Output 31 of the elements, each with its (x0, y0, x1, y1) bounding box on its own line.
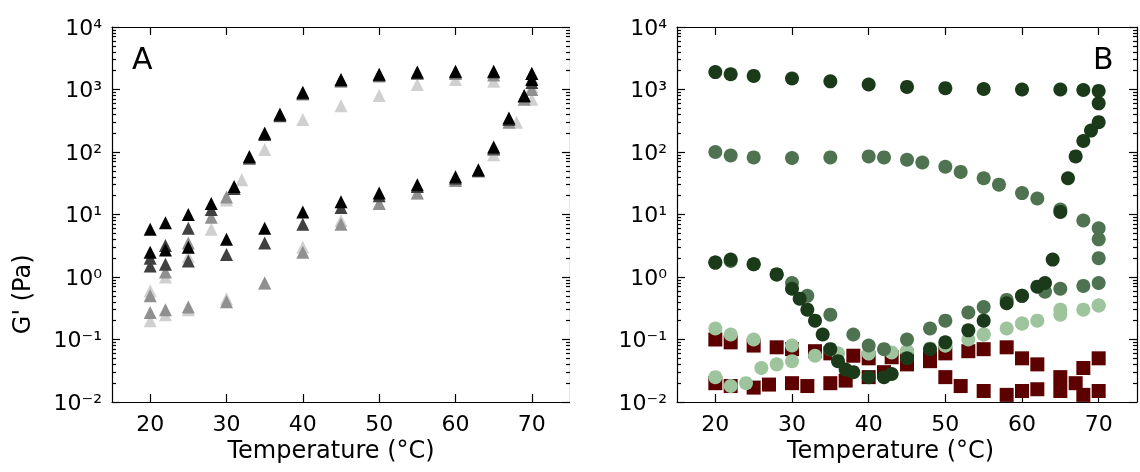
x-axis-title: Temperature (°C) (786, 436, 995, 464)
y-tick-label: 10⁻¹ (53, 327, 102, 352)
y-tick-label: 10² (65, 139, 102, 165)
y-tick-label: 10⁰ (630, 264, 668, 290)
x-tick-label: 60 (1008, 410, 1036, 436)
x-tick-label: 50 (365, 410, 394, 436)
x-tick-label: 50 (931, 410, 960, 436)
y-tick-label: 10⁻¹ (618, 327, 667, 352)
x-tick-label: 40 (288, 410, 317, 436)
y-tick-label: 10⁻² (53, 389, 102, 415)
x-tick-label: 60 (441, 410, 470, 436)
x-tick-label: 70 (517, 410, 546, 436)
y-tick-label: 10¹ (630, 202, 667, 227)
x-tick-label: 70 (1084, 410, 1113, 436)
x-tick-label: 30 (212, 410, 241, 436)
y-tick-label: 10³ (65, 77, 102, 102)
y-tick-label: 10³ (630, 77, 667, 102)
x-tick-label: 20 (136, 410, 165, 436)
y-tick-label: 10⁻² (618, 389, 667, 415)
y-tick-label: 10¹ (65, 202, 102, 227)
x-tick-label: 30 (778, 410, 806, 436)
y-tick-label: 10² (630, 139, 667, 165)
y-tick-label: 10⁴ (65, 14, 103, 40)
y-tick-label: 10⁰ (65, 264, 103, 290)
annotation: B (1093, 40, 1114, 76)
x-tick-label: 20 (701, 410, 730, 436)
x-axis-title: Temperature (°C) (226, 436, 435, 464)
x-tick-label: 40 (854, 410, 883, 436)
y-axis-title: G' (Pa) (8, 254, 36, 335)
y-tick-label: 10⁴ (630, 14, 668, 40)
annotation: A (132, 40, 153, 76)
